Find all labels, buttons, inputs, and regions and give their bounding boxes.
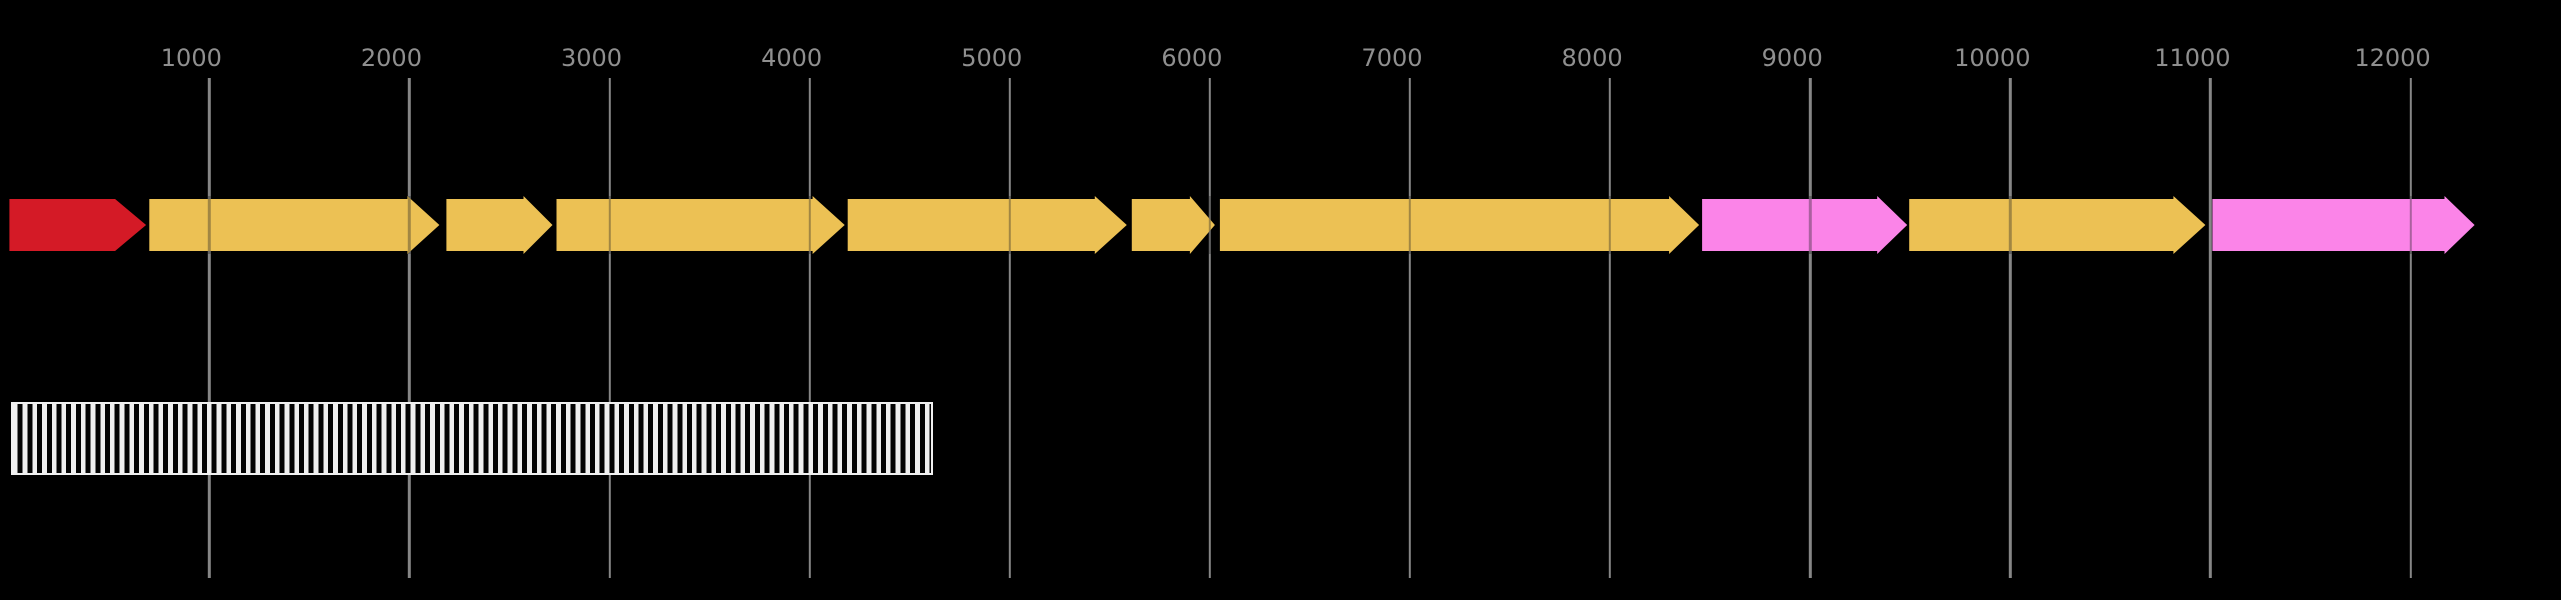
gridline-2000 [408, 78, 411, 578]
axis-tick-label: 12000 [2354, 44, 2431, 72]
gridline-over-arrow [608, 196, 611, 254]
gene-arrow-1 [9, 199, 147, 251]
axis-tick-label: 6000 [1161, 44, 1223, 72]
gridline-5000 [1008, 78, 1011, 578]
gridline-over-arrow [208, 196, 211, 254]
axis-tick-label: 1000 [160, 44, 222, 72]
gene-arrow-6 [1131, 196, 1215, 254]
gridline-over-arrow [1808, 196, 1812, 254]
gridline-over-arrow [1208, 196, 1212, 254]
axis-tick-label: 10000 [1954, 44, 2031, 72]
gene-arrow-2 [149, 196, 440, 254]
gridline-8000 [1608, 78, 1612, 578]
gridline-over-arrow [1008, 196, 1011, 254]
gridline-11000 [2209, 78, 2212, 578]
gene-arrow-4 [556, 196, 845, 254]
axis-tick-label: 9000 [1761, 44, 1823, 72]
gridline-9000 [1808, 78, 1812, 578]
gene-arrow-7 [1219, 196, 1700, 254]
gridline-over-arrow [2409, 196, 2412, 254]
gridline-3000 [608, 78, 611, 578]
gene-arrow-5 [847, 196, 1127, 254]
hatched-region-1 [11, 402, 933, 475]
gridline-1000 [208, 78, 211, 578]
gene-arrow-8 [1702, 196, 1908, 254]
gridline-over-arrow [1408, 196, 1412, 254]
axis-tick-label: 3000 [560, 44, 623, 72]
gene-arrow-10 [2212, 196, 2475, 254]
axis-tick-label: 2000 [360, 44, 422, 72]
axis-tick-label: 5000 [961, 44, 1023, 72]
gridline-7000 [1408, 78, 1412, 578]
axis-tick-label: 8000 [1561, 44, 1623, 72]
gridline-over-arrow [808, 196, 811, 254]
axis-tick-label: 4000 [761, 44, 823, 72]
gridline-over-arrow [408, 196, 411, 254]
gridline-4000 [808, 78, 811, 578]
gridline-over-arrow [1608, 196, 1612, 254]
gene-arrow-3 [446, 196, 553, 254]
gene-arrow-9 [1909, 196, 2206, 254]
axis-tick-label: 11000 [2154, 44, 2231, 72]
axis-tick-label: 7000 [1361, 44, 1423, 72]
gridline-6000 [1208, 78, 1212, 578]
gridline-12000 [2409, 78, 2412, 578]
gridline-over-arrow [2009, 196, 2012, 254]
gridline-10000 [2009, 78, 2012, 578]
